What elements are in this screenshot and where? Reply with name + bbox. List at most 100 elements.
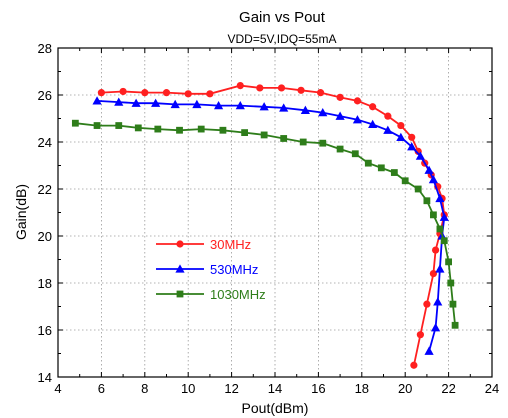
data-point-30mhz xyxy=(410,361,418,369)
x-tick-label: 22 xyxy=(441,381,455,396)
series-530mhz xyxy=(92,96,449,355)
data-point-530mhz xyxy=(131,98,141,107)
data-point-1030mhz xyxy=(299,138,307,146)
x-tick-label: 6 xyxy=(98,381,105,396)
legend: 30MHz 530MHz 1030MHz xyxy=(156,237,266,302)
data-point-30mhz xyxy=(408,133,416,141)
data-point-30mhz xyxy=(277,84,286,92)
x-tick-label: 14 xyxy=(268,381,282,396)
data-point-1030mhz xyxy=(93,122,101,129)
data-point-530mhz xyxy=(368,119,378,129)
legend-item-1030mhz: 1030MHz xyxy=(156,287,266,302)
data-point-530mhz xyxy=(439,212,449,221)
data-point-1030mhz xyxy=(451,321,459,329)
data-point-1030mhz xyxy=(445,258,452,266)
data-point-530mhz xyxy=(92,96,102,105)
data-point-1030mhz xyxy=(134,124,142,132)
data-point-30mhz xyxy=(397,121,405,130)
legend-marker-30mhz xyxy=(176,240,184,248)
data-point-530mhz xyxy=(192,99,202,109)
axes: 4 6 8 10 12 14 16 18 20 22 24 14 16 18 20 22 24 26 28 xyxy=(38,41,500,396)
data-point-1030mhz xyxy=(436,225,444,233)
data-point-1030mhz xyxy=(401,177,409,185)
data-point-530mhz xyxy=(424,346,434,355)
data-point-30mhz xyxy=(297,86,305,94)
data-point-1030mhz xyxy=(423,197,431,205)
data-point-1030mhz xyxy=(319,139,327,147)
chart-subtitle: VDD=5V,IDQ=55mA xyxy=(228,32,337,46)
data-point-1030mhz xyxy=(364,159,372,167)
data-point-30mhz xyxy=(256,84,264,92)
data-point-30mhz xyxy=(236,82,244,90)
data-point-1030mhz xyxy=(449,300,457,308)
data-point-1030mhz xyxy=(71,119,79,127)
y-tick-label: 28 xyxy=(38,41,52,56)
data-point-530mhz xyxy=(433,297,443,306)
series-30mhz xyxy=(97,82,448,369)
grid xyxy=(58,48,492,377)
series-lines xyxy=(71,82,459,369)
y-tick-label: 24 xyxy=(38,135,52,150)
data-point-1030mhz xyxy=(447,279,455,287)
data-point-530mhz xyxy=(407,142,417,151)
data-point-530mhz xyxy=(235,100,245,110)
data-point-530mhz xyxy=(170,99,180,109)
data-point-530mhz xyxy=(396,132,406,141)
data-point-530mhz xyxy=(335,111,345,120)
y-tick-label: 20 xyxy=(38,229,52,244)
data-point-530mhz xyxy=(424,165,434,174)
data-point-530mhz xyxy=(430,323,441,332)
y-tick-label: 26 xyxy=(38,88,52,103)
y-tick-label: 22 xyxy=(38,182,52,197)
legend-label-30mhz: 30MHz xyxy=(210,237,251,252)
x-tick-label: 10 xyxy=(181,381,195,396)
data-point-30mhz xyxy=(336,93,344,101)
data-point-1030mhz xyxy=(197,125,205,133)
series-line-530mhz xyxy=(97,100,446,352)
series-1030mhz xyxy=(71,119,459,329)
y-tick-label: 14 xyxy=(38,370,52,385)
data-point-1030mhz xyxy=(336,145,344,153)
legend-label-530mhz: 530MHz xyxy=(210,262,258,277)
data-point-1030mhz xyxy=(390,169,398,176)
data-point-30mhz xyxy=(423,300,431,308)
data-point-1030mhz xyxy=(154,125,162,133)
data-point-1030mhz xyxy=(176,126,183,134)
y-tick-label: 16 xyxy=(38,323,52,338)
x-tick-label: 4 xyxy=(54,381,61,396)
chart-title: Gain vs Pout xyxy=(239,9,326,26)
data-point-30mhz xyxy=(353,97,362,105)
data-point-30mhz xyxy=(97,89,105,97)
data-point-530mhz xyxy=(114,97,124,106)
data-point-530mhz xyxy=(383,125,393,134)
data-point-1030mhz xyxy=(219,126,227,134)
data-point-1030mhz xyxy=(414,185,422,193)
x-tick-label: 16 xyxy=(311,381,325,396)
data-point-30mhz xyxy=(162,89,171,97)
series-line-1030mhz xyxy=(75,122,456,326)
y-tick-label: 18 xyxy=(38,276,52,291)
data-point-530mhz xyxy=(279,103,289,112)
data-point-530mhz xyxy=(213,100,224,110)
data-point-1030mhz xyxy=(260,131,268,139)
x-tick-label: 18 xyxy=(355,381,369,396)
data-point-530mhz xyxy=(259,102,269,111)
x-tick-label: 20 xyxy=(398,381,412,396)
data-point-1030mhz xyxy=(241,129,249,136)
legend-label-1030mhz: 1030MHz xyxy=(210,287,266,302)
data-point-1030mhz xyxy=(115,122,123,129)
data-point-530mhz xyxy=(318,108,328,117)
legend-marker-530mhz xyxy=(175,264,185,273)
data-point-30mhz xyxy=(184,90,192,98)
data-point-30mhz xyxy=(416,331,424,339)
data-point-30mhz xyxy=(369,103,377,111)
legend-item-30mhz: 30MHz xyxy=(156,237,251,252)
x-tick-label: 24 xyxy=(485,381,499,396)
data-point-30mhz xyxy=(141,89,149,97)
data-point-530mhz xyxy=(415,151,425,160)
data-point-30mhz xyxy=(384,112,392,120)
data-point-530mhz xyxy=(435,193,445,203)
data-point-30mhz xyxy=(206,90,214,98)
data-point-1030mhz xyxy=(440,237,448,245)
